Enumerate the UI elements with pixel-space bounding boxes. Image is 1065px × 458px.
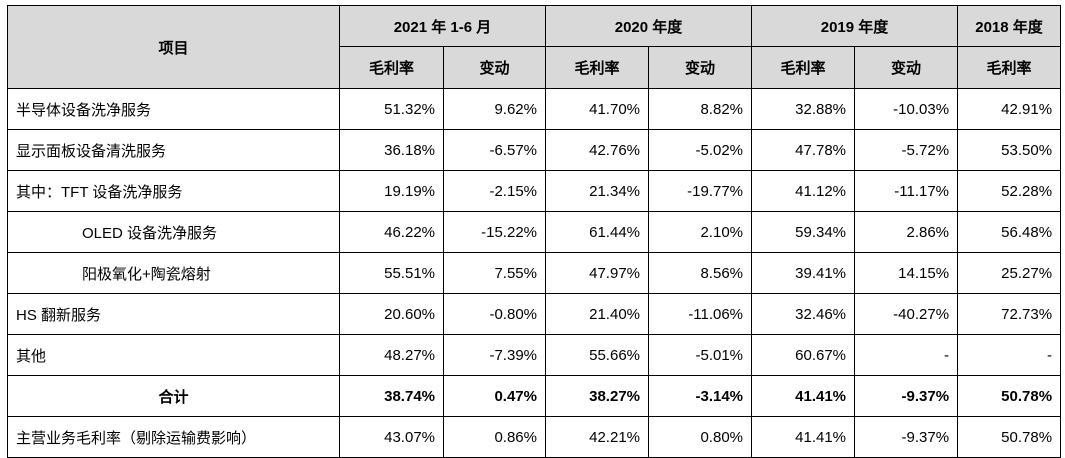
row-label: 显示面板设备清洗服务 [7, 129, 340, 171]
cell-value: -11.17% [854, 170, 959, 212]
table-row: 显示面板设备清洗服务 36.18% -6.57% 42.76% -5.02% 4… [7, 129, 1062, 171]
total-row: 合计 38.74% 0.47% 38.27% -3.14% 41.41% -9.… [7, 375, 1062, 417]
header-row-periods: 项目 2021 年 1-6 月 2020 年度 2019 年度 2018 年度 [7, 5, 1062, 89]
cell-value: 55.66% [545, 334, 649, 376]
gross-margin-table: 项目 2021 年 1-6 月 2020 年度 2019 年度 2018 年度 … [7, 5, 1062, 458]
header-period-2018: 2018 年度 [957, 5, 1062, 47]
cell-value: 72.73% [957, 293, 1062, 335]
header-change: 变动 [647, 46, 753, 89]
cell-value: 41.70% [545, 88, 649, 130]
row-label: 合计 [7, 375, 340, 417]
cell-value: 61.44% [545, 211, 649, 253]
cell-value: 20.60% [339, 293, 444, 335]
header-item: 项目 [7, 5, 340, 89]
cell-value: 39.41% [751, 252, 856, 294]
cell-value: 41.12% [751, 170, 856, 212]
table-row: OLED 设备洗净服务 46.22% -15.22% 61.44% 2.10% … [7, 211, 1062, 253]
cell-value: 42.21% [545, 416, 649, 458]
cell-value: - [957, 334, 1062, 376]
cell-value: 56.48% [957, 211, 1062, 253]
cell-value: -6.57% [443, 129, 546, 171]
cell-value: -7.39% [443, 334, 546, 376]
header-change: 变动 [854, 46, 959, 89]
cell-value: -0.80% [443, 293, 546, 335]
cell-value: 2.10% [647, 211, 753, 253]
cell-value: 51.32% [339, 88, 444, 130]
header-margin: 毛利率 [545, 46, 649, 89]
cell-value: 32.88% [751, 88, 856, 130]
cell-value: 8.56% [647, 252, 753, 294]
cell-value: - [854, 334, 959, 376]
cell-value: -3.14% [647, 375, 753, 417]
table-row: 其他 48.27% -7.39% 55.66% -5.01% 60.67% - … [7, 334, 1062, 376]
cell-value: -19.77% [647, 170, 753, 212]
cell-value: -5.01% [647, 334, 753, 376]
table-row: 阳极氧化+陶瓷熔射 55.51% 7.55% 47.97% 8.56% 39.4… [7, 252, 1062, 294]
cell-value: 43.07% [339, 416, 444, 458]
cell-value: 47.78% [751, 129, 856, 171]
cell-value: 53.50% [957, 129, 1062, 171]
header-row-metrics: 毛利率 变动 毛利率 变动 毛利率 变动 毛利率 [8, 46, 1062, 89]
cell-value: 21.34% [545, 170, 649, 212]
row-label: 半导体设备洗净服务 [7, 88, 340, 130]
cell-value: 36.18% [339, 129, 444, 171]
cell-value: 41.41% [751, 416, 856, 458]
table-row: 其中：TFT 设备洗净服务 19.19% -2.15% 21.34% -19.7… [7, 170, 1062, 212]
cell-value: 50.78% [957, 375, 1062, 417]
cell-value: 42.91% [957, 88, 1062, 130]
row-label: 主营业务毛利率（剔除运输费影响） [7, 416, 340, 458]
header-period-2019: 2019 年度 [751, 5, 959, 47]
row-label: HS 翻新服务 [7, 293, 340, 335]
cell-value: 52.28% [957, 170, 1062, 212]
cell-value: -40.27% [854, 293, 959, 335]
cell-value: 32.46% [751, 293, 856, 335]
cell-value: 0.47% [443, 375, 546, 417]
cell-value: 48.27% [339, 334, 444, 376]
row-label: 其中：TFT 设备洗净服务 [7, 170, 340, 212]
header-period-2021h1: 2021 年 1-6 月 [339, 5, 546, 47]
cell-value: 7.55% [443, 252, 546, 294]
table-row: 主营业务毛利率（剔除运输费影响） 43.07% 0.86% 42.21% 0.8… [7, 416, 1062, 458]
cell-value: 60.67% [751, 334, 856, 376]
cell-value: 2.86% [854, 211, 959, 253]
cell-value: -11.06% [647, 293, 753, 335]
cell-value: 50.78% [957, 416, 1062, 458]
cell-value: 38.74% [339, 375, 444, 417]
table-row: 半导体设备洗净服务 51.32% 9.62% 41.70% 8.82% 32.8… [7, 88, 1062, 130]
cell-value: -10.03% [854, 88, 959, 130]
cell-value: 0.80% [647, 416, 753, 458]
cell-value: 47.97% [545, 252, 649, 294]
header-margin: 毛利率 [751, 46, 856, 89]
cell-value: 19.19% [339, 170, 444, 212]
cell-value: 59.34% [751, 211, 856, 253]
row-label: OLED 设备洗净服务 [7, 211, 340, 253]
cell-value: 42.76% [545, 129, 649, 171]
cell-value: 14.15% [854, 252, 959, 294]
header-margin: 毛利率 [957, 46, 1062, 89]
cell-value: 0.86% [443, 416, 546, 458]
cell-value: 46.22% [339, 211, 444, 253]
cell-value: -5.72% [854, 129, 959, 171]
header-margin: 毛利率 [339, 46, 444, 89]
cell-value: -5.02% [647, 129, 753, 171]
cell-value: -15.22% [443, 211, 546, 253]
table-row: HS 翻新服务 20.60% -0.80% 21.40% -11.06% 32.… [7, 293, 1062, 335]
cell-value: 21.40% [545, 293, 649, 335]
cell-value: 8.82% [647, 88, 753, 130]
cell-value: 41.41% [751, 375, 856, 417]
cell-value: 38.27% [545, 375, 649, 417]
cell-value: -2.15% [443, 170, 546, 212]
header-period-2020: 2020 年度 [544, 5, 753, 47]
cell-value: 9.62% [443, 88, 546, 130]
row-label: 其他 [7, 334, 340, 376]
cell-value: 25.27% [957, 252, 1062, 294]
header-change: 变动 [443, 46, 546, 89]
cell-value: -9.37% [854, 416, 959, 458]
cell-value: 55.51% [339, 252, 444, 294]
row-label: 阳极氧化+陶瓷熔射 [7, 252, 340, 294]
cell-value: -9.37% [854, 375, 959, 417]
